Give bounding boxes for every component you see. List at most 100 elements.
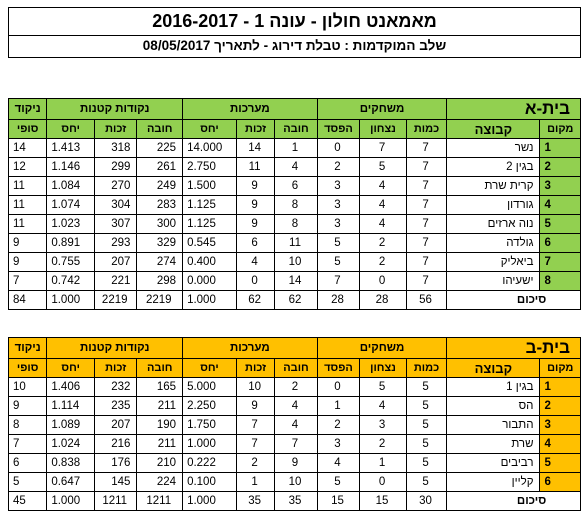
subheader-ratio: יחס <box>46 119 95 139</box>
total-row: 84 1.000 2219 2219 1.000 62 62 28 28 56 סיכום <box>7 290 581 310</box>
cell-rank: 3 <box>539 415 581 435</box>
group-table-2: ניקוד נקודות קטנות מערכות משחקים בית-ב סופי יח… <box>7 337 581 511</box>
cell-sp-lost: 211 <box>136 396 184 416</box>
cell-win: 7 <box>359 138 407 158</box>
table-row: 7 1.024 216 211 1.000 7 7 3 2 5 שרת 4 <box>7 434 581 454</box>
total-sets-lost: 62 <box>274 290 318 310</box>
cell-win: 0 <box>359 472 407 492</box>
cell-sp-ratio: 0.755 <box>46 252 95 272</box>
cell-loss: 3 <box>316 214 361 234</box>
cell-final: 10 <box>7 377 48 397</box>
cell-sp-lost: 211 <box>136 434 184 454</box>
cell-loss: 1 <box>316 396 361 416</box>
group-title: בית-ב <box>446 337 581 359</box>
total-sp-lost: 1211 <box>136 491 184 511</box>
cell-count: 7 <box>405 195 448 215</box>
total-sets-won: 35 <box>235 491 276 511</box>
cell-win: 4 <box>359 195 407 215</box>
cell-team: גורדון <box>446 195 541 215</box>
subheader-won: זכות <box>93 119 138 139</box>
total-final: 84 <box>7 290 48 310</box>
cell-sp-ratio: 0.647 <box>46 472 95 492</box>
cell-sp-won: 304 <box>93 195 138 215</box>
cell-count: 5 <box>405 396 448 416</box>
cell-sp-won: 216 <box>93 434 138 454</box>
total-sets-won: 62 <box>235 290 276 310</box>
cell-sets-lost: 10 <box>274 252 318 272</box>
cell-count: 5 <box>405 415 448 435</box>
subheader-loss: הפסד <box>316 358 361 378</box>
cell-team: ביאליק <box>446 252 541 272</box>
cell-sp-won: 235 <box>93 396 138 416</box>
subheader-count: כמות <box>405 358 448 378</box>
cell-count: 7 <box>405 271 448 291</box>
cell-win: 4 <box>359 176 407 196</box>
header-row: ניקוד נקודות קטנות מערכות משחקים בית-א <box>7 98 581 120</box>
cell-sp-won: 176 <box>93 453 138 473</box>
cell-rank: 5 <box>539 453 581 473</box>
cell-sp-won: 145 <box>93 472 138 492</box>
col-games: משחקים <box>316 337 448 359</box>
subheader-loss: הפסד <box>316 119 361 139</box>
cell-final: 11 <box>7 214 48 234</box>
subheader-final_sub: סופי <box>7 119 48 139</box>
subheader-rank: מקום <box>539 119 581 139</box>
subheader-win: נצחון <box>359 119 407 139</box>
total-sets-ratio: 1.000 <box>182 290 237 310</box>
cell-sp-lost: 210 <box>136 453 184 473</box>
cell-sets-ratio: 1.500 <box>182 176 237 196</box>
total-sets-lost: 35 <box>274 491 318 511</box>
col-final: ניקוד <box>7 337 48 359</box>
cell-sets-lost: 2 <box>274 377 318 397</box>
cell-sets-ratio: 1.125 <box>182 195 237 215</box>
subheader-row: סופי יחס זכות חובה יחס זכות חובה הפסד נצחון כמות ק… <box>7 119 581 139</box>
cell-sp-won: 299 <box>93 157 138 177</box>
cell-sets-won: 9 <box>235 195 276 215</box>
cell-sets-won: 4 <box>235 252 276 272</box>
cell-final: 9 <box>7 252 48 272</box>
group-table-1: ניקוד נקודות קטנות מערכות משחקים בית-א סופי יח… <box>7 98 581 310</box>
total-sp-ratio: 1.000 <box>46 290 95 310</box>
cell-loss: 3 <box>316 434 361 454</box>
cell-sets-lost: 9 <box>274 453 318 473</box>
total-sp-won: 2219 <box>93 290 138 310</box>
cell-win: 5 <box>359 157 407 177</box>
cell-rank: 4 <box>539 195 581 215</box>
col-small-points: נקודות קטנות <box>46 337 184 359</box>
cell-sets-ratio: 0.545 <box>182 233 237 253</box>
cell-sets-lost: 14 <box>274 271 318 291</box>
table-row: 9 0.755 207 274 0.400 4 10 5 2 7 ביאליק 7 <box>7 252 581 272</box>
cell-count: 7 <box>405 252 448 272</box>
cell-sp-won: 318 <box>93 138 138 158</box>
cell-win: 1 <box>359 453 407 473</box>
cell-loss: 5 <box>316 472 361 492</box>
cell-sets-lost: 6 <box>274 176 318 196</box>
cell-sets-lost: 4 <box>274 396 318 416</box>
cell-team: קרית שרת <box>446 176 541 196</box>
cell-win: 2 <box>359 434 407 454</box>
cell-sets-lost: 8 <box>274 214 318 234</box>
subheader-team: קבוצה <box>446 119 541 139</box>
cell-loss: 0 <box>316 138 361 158</box>
total-row: 45 1.000 1211 1211 1.000 35 35 15 15 30 סיכום <box>7 491 581 511</box>
table-row: 8 1.089 207 190 1.750 7 4 2 3 5 התבור 3 <box>7 415 581 435</box>
cell-final: 12 <box>7 157 48 177</box>
total-loss: 15 <box>316 491 361 511</box>
subheader-lost: חובה <box>274 358 318 378</box>
cell-sets-ratio: 1.000 <box>182 434 237 454</box>
cell-sp-lost: 329 <box>136 233 184 253</box>
cell-count: 7 <box>405 157 448 177</box>
cell-sp-lost: 300 <box>136 214 184 234</box>
table-row: 11 1.023 307 300 1.125 9 8 3 4 7 נוה ארזים 5 <box>7 214 581 234</box>
cell-win: 4 <box>359 396 407 416</box>
cell-sp-ratio: 1.089 <box>46 415 95 435</box>
cell-rank: 1 <box>539 138 581 158</box>
subheader-won: זכות <box>93 358 138 378</box>
cell-sets-won: 1 <box>235 472 276 492</box>
cell-sp-lost: 298 <box>136 271 184 291</box>
cell-final: 9 <box>7 396 48 416</box>
cell-loss: 4 <box>316 453 361 473</box>
cell-sp-won: 207 <box>93 252 138 272</box>
cell-loss: 7 <box>316 271 361 291</box>
